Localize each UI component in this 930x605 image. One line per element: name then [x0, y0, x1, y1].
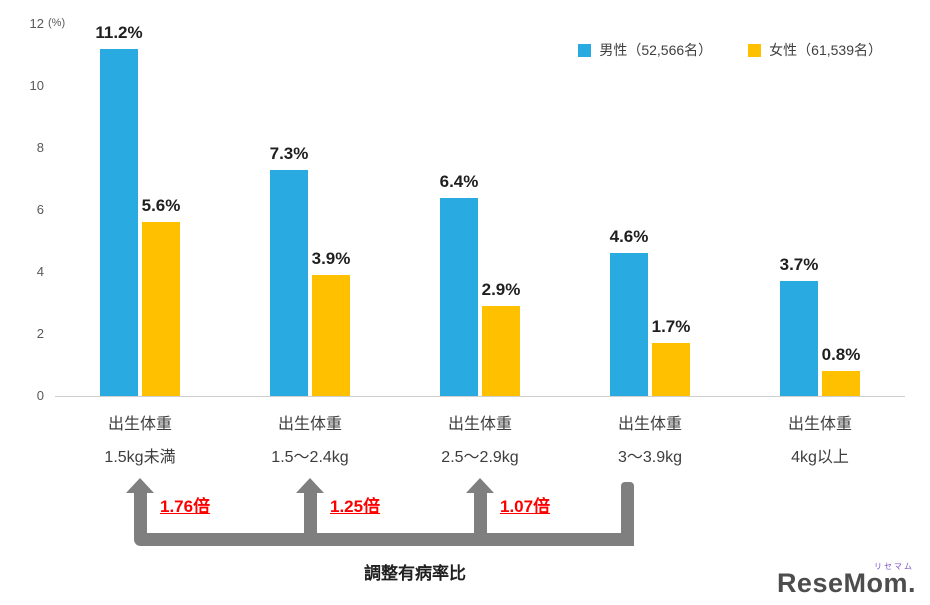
y-tick-label: 0: [36, 388, 44, 403]
bar-value-label: 5.6%: [141, 196, 181, 215]
up-arrow-stem: [134, 492, 147, 540]
category-label-line1: 出生体重: [447, 416, 512, 433]
y-tick-label: 2: [36, 326, 44, 341]
legend-label-female: 女性（61,539名）: [769, 42, 882, 58]
category-label-line2: 2.5～2.9kg: [441, 449, 519, 466]
ratio-label: 1.25倍: [330, 497, 381, 516]
bar-value-label: 3.9%: [311, 249, 351, 268]
bar-male: [610, 253, 648, 396]
bar-male: [100, 49, 138, 396]
category-label-line2: 1.5～2.4kg: [271, 449, 349, 466]
bar-female: [652, 343, 690, 396]
bar-value-label: 7.3%: [269, 144, 309, 163]
bar-value-label: 0.8%: [821, 345, 861, 364]
legend-item-male: 男性（52,566名）: [578, 40, 712, 60]
bar-value-label: 11.2%: [95, 23, 143, 42]
ratio-label: 1.07倍: [500, 497, 551, 516]
up-arrow-icon: [466, 478, 494, 493]
category-label-line2: 1.5kg未満: [104, 449, 176, 466]
legend: 男性（52,566名） 女性（61,539名）: [578, 40, 882, 60]
bar-value-label: 2.9%: [481, 280, 521, 299]
comparison-bracket-end: [621, 482, 634, 540]
category-label-line1: 出生体重: [787, 416, 852, 433]
bar-female: [822, 371, 860, 396]
legend-item-female: 女性（61,539名）: [748, 40, 882, 60]
resemom-logo-text: ReseMom: [776, 568, 908, 598]
y-tick-label: 8: [36, 140, 44, 155]
y-tick-label: 10: [29, 78, 44, 93]
y-tick-label: 6: [36, 202, 44, 217]
y-tick-label: 4: [36, 264, 44, 279]
y-axis-unit-label: (%): [48, 17, 66, 29]
legend-label-male: 男性（52,566名）: [599, 42, 713, 58]
category-label-line2: 4kg以上: [791, 449, 849, 466]
bar-value-label: 1.7%: [651, 317, 691, 336]
resemom-logo-small-text: リセマム: [874, 562, 914, 571]
category-label-line1: 出生体重: [617, 416, 682, 433]
category-label-line2: 3～3.9kg: [617, 449, 683, 466]
up-arrow-stem: [474, 492, 487, 540]
x-axis-line: [55, 396, 905, 397]
up-arrow-stem: [304, 492, 317, 540]
up-arrow-icon: [126, 478, 154, 493]
bar-female: [482, 306, 520, 396]
bar-value-label: 4.6%: [609, 227, 649, 246]
up-arrow-icon: [296, 478, 324, 493]
resemom-logo-dot: .: [907, 568, 916, 598]
comparison-bracket-bar: [134, 533, 634, 546]
category-label-line1: 出生体重: [277, 416, 342, 433]
ratio-label: 1.76倍: [160, 497, 211, 516]
bar-male: [440, 198, 478, 396]
bar-female: [312, 275, 350, 396]
y-tick-label: 12: [29, 16, 44, 31]
bar-value-label: 3.7%: [779, 255, 819, 274]
bar-male: [780, 281, 818, 396]
bar-male: [270, 170, 308, 396]
category-label-line1: 出生体重: [107, 416, 172, 433]
legend-swatch-male: [578, 43, 592, 57]
adjusted-prevalence-ratio-caption: 調整有病率比: [364, 564, 466, 583]
bar-value-label: 6.4%: [439, 172, 479, 191]
legend-swatch-female: [748, 43, 762, 57]
resemom-logo: リセマム ReseMom.: [776, 563, 916, 598]
bar-female: [142, 222, 180, 396]
